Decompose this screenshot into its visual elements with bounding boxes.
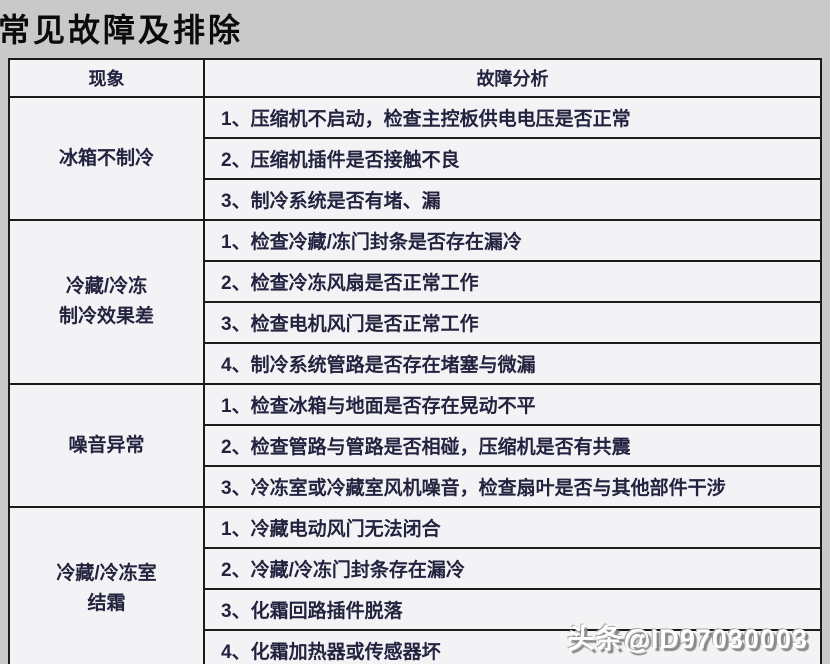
analysis-cell: 2、检查管路与管路是否相碰，压缩机是否有共震 (203, 424, 822, 467)
table-row: 3、化霜回路插件脱落 (9, 588, 822, 631)
phenomenon-label: 制冷效果差 (58, 306, 154, 327)
page-title: 常见故障及排除 (0, 12, 244, 48)
analysis-cell: 4、化霜加热器或传感器坏 (203, 629, 822, 664)
table-row: 噪音异常 1、检查冰箱与地面是否存在晃动不平 (8, 383, 822, 508)
analysis-cell: 2、压缩机插件是否接触不良 (203, 137, 822, 180)
phenomenon-cell-poor-cooling: 冷藏/冷冻 制冷效果差 (8, 219, 205, 385)
table-row: 冷藏/冷冻室 结霜 1、冷藏电动风门无法闭合 (8, 506, 822, 664)
analysis-cell: 2、冷藏/冷冻门封条存在漏冷 (203, 547, 822, 590)
table-row: 冰箱不制冷 1、压缩机不启动，检查主控板供电电压是否正常 (8, 96, 822, 221)
table-row: 2、冷藏/冷冻门封条存在漏冷 (9, 547, 822, 590)
table-row: 4、制冷系统管路是否存在堵塞与微漏 (9, 342, 822, 385)
analysis-cell: 3、冷冻室或冷藏室风机噪音，检查扇叶是否与其他部件干涉 (203, 465, 822, 508)
phenomenon-cell-abnormal-noise: 噪音异常 (8, 383, 205, 508)
table-row: 2、检查管路与管路是否相碰，压缩机是否有共震 (9, 424, 822, 467)
table-row: 3、冷冻室或冷藏室风机噪音，检查扇叶是否与其他部件干涉 (9, 465, 822, 508)
phenomenon-label: 冷藏/冷冻室 (56, 563, 157, 584)
phenomenon-label: 冷藏/冷冻 (65, 276, 148, 297)
table-header-row: 现象 故障分析 (8, 58, 822, 98)
analysis-cell: 1、检查冰箱与地面是否存在晃动不平 (203, 383, 822, 426)
analysis-cell: 1、压缩机不启动，检查主控板供电电压是否正常 (203, 96, 822, 139)
analysis-cell: 2、检查冷冻风扇是否正常工作 (203, 260, 822, 303)
phenomenon-label: 结霜 (87, 593, 126, 614)
header-analysis: 故障分析 (203, 58, 822, 98)
analysis-cell: 4、制冷系统管路是否存在堵塞与微漏 (203, 342, 822, 385)
table-row: 3、检查电机风门是否正常工作 (9, 301, 822, 344)
table-row: 4、化霜加热器或传感器坏 (9, 629, 822, 664)
table-row: 2、压缩机插件是否接触不良 (9, 137, 822, 180)
phenomenon-label: 冰箱不制冷 (58, 147, 154, 169)
phenomenon-label: 噪音异常 (68, 434, 145, 456)
analysis-cell: 3、制冷系统是否有堵、漏 (203, 178, 822, 221)
analysis-cell: 3、化霜回路插件脱落 (203, 588, 822, 631)
table-row: 2、检查冷冻风扇是否正常工作 (9, 260, 822, 303)
header-phenomenon: 现象 (8, 58, 205, 98)
analysis-cell: 1、冷藏电动风门无法闭合 (203, 506, 822, 549)
table-row: 3、制冷系统是否有堵、漏 (9, 178, 822, 221)
watermark: 头条@ID97030003 (567, 624, 808, 654)
table-row: 冷藏/冷冻 制冷效果差 1、检查冷藏/冻门封条是否存在漏冷 (8, 219, 822, 385)
phenomenon-cell-no-cooling: 冰箱不制冷 (8, 96, 205, 221)
fault-table: 现象 故障分析 冰箱不制冷 1、压缩机不启动，检查主控板供电电压是否正常 2、压… (8, 58, 822, 664)
phenomenon-cell-frosting: 冷藏/冷冻室 结霜 (8, 506, 205, 664)
analysis-cell: 3、检查电机风门是否正常工作 (203, 301, 822, 344)
analysis-cell: 1、检查冷藏/冻门封条是否存在漏冷 (203, 219, 822, 262)
